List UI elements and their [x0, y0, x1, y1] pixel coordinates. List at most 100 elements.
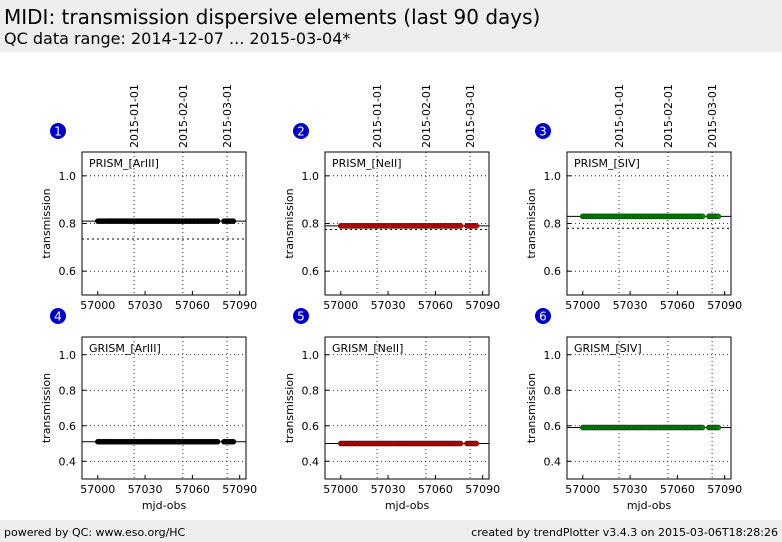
panel-number-text: 5: [297, 310, 305, 324]
panel-4: 0.4 0.6 0.8 1.0 57000 57030 57060 57090 GRISM_[A…: [40, 308, 257, 512]
footer-created-by: created by trendPlotter v3.4.3 on 2015-0…: [471, 526, 778, 539]
x-tick-label: 57060: [175, 299, 210, 312]
data-point: [230, 438, 237, 445]
x-tick-label: 57030: [128, 483, 163, 496]
data-point: [699, 424, 706, 431]
panel-label: PRISM_[SIV]: [574, 157, 640, 170]
y-axis-label: transmission: [525, 373, 538, 443]
y-tick-label: 1.0: [302, 349, 320, 362]
x-tick-label: 57030: [613, 299, 648, 312]
y-tick-label: 0.6: [302, 265, 320, 278]
x-tick-label: 57030: [128, 299, 163, 312]
y-axis-label: transmission: [283, 188, 296, 258]
data-point: [214, 438, 221, 445]
x-tick-label: 57030: [613, 483, 648, 496]
x-tick-label: 57060: [418, 299, 453, 312]
x-tick-label: 57090: [222, 299, 257, 312]
x-tick-label: 57090: [707, 483, 742, 496]
panel-number-text: 4: [54, 310, 62, 324]
y-tick-label: 0.4: [59, 455, 77, 468]
y-tick-label: 1.0: [302, 170, 320, 183]
x-tick-label: 57000: [565, 483, 600, 496]
data-point: [214, 218, 221, 224]
y-tick-label: 0.8: [544, 384, 562, 397]
panel-number-text: 2: [297, 125, 305, 139]
plot-frame: [324, 336, 490, 480]
y-tick-label: 1.0: [544, 170, 562, 183]
panel-label: GRISM_[NeII]: [332, 342, 403, 355]
panel-label: PRISM_[ArIII]: [89, 157, 159, 170]
top-date-label: 2015-03-01: [221, 84, 234, 148]
top-date-label: 2015-02-01: [420, 84, 433, 148]
data-point: [715, 424, 722, 431]
x-tick-label: 57060: [418, 483, 453, 496]
panel-number-badge: [535, 123, 551, 139]
data-point: [230, 218, 237, 224]
panel-number-text: 1: [54, 125, 62, 139]
y-tick-label: 0.8: [59, 384, 77, 397]
panel-number-text: 3: [539, 125, 547, 139]
panel-5: 0.4 0.6 0.8 1.0 57000 57030 57060 57090 GRISM_[N…: [283, 308, 500, 512]
panel-number-text: 6: [539, 310, 547, 324]
plot-frame: [81, 336, 247, 480]
top-date-label: 2015-01-01: [613, 84, 626, 148]
x-tick-label: 57000: [80, 483, 115, 496]
y-axis-label: transmission: [525, 188, 538, 258]
y-tick-label: 0.6: [302, 420, 320, 433]
top-date-label: 2015-02-01: [177, 84, 190, 148]
x-axis-label: mjd-obs: [142, 499, 187, 512]
panel-1: 0.6 0.8 1.0 57000 57030 57060 57090 2015-01-01 2…: [40, 84, 257, 312]
y-tick-label: 0.6: [544, 420, 562, 433]
data-point: [473, 223, 480, 229]
footer-powered-by: powered by QC: www.eso.org/HC: [4, 526, 186, 539]
panel-label: GRISM_[ArIII]: [89, 342, 161, 355]
panel-number-badge: [50, 123, 66, 139]
data-point: [457, 223, 464, 229]
y-tick-label: 0.8: [544, 218, 562, 231]
panel-number-badge: [50, 308, 66, 324]
y-axis-label: transmission: [40, 373, 53, 443]
data-point: [699, 213, 706, 220]
y-tick-label: 0.8: [302, 384, 320, 397]
y-tick-label: 0.8: [59, 218, 77, 231]
x-tick-label: 57030: [371, 483, 406, 496]
header-bar: MIDI: transmission dispersive elements (…: [0, 0, 782, 52]
x-tick-label: 57060: [175, 483, 210, 496]
panel-number-badge: [293, 123, 309, 139]
panel-2: 0.6 0.8 1.0 57000 57030 57060 57090 2015-01-01 2…: [283, 84, 500, 312]
panel-number-badge: [535, 308, 551, 324]
x-tick-label: 57090: [222, 483, 257, 496]
x-tick-label: 57090: [465, 299, 500, 312]
y-axis-label: transmission: [40, 188, 53, 258]
y-tick-label: 0.6: [59, 420, 77, 433]
page-subtitle: QC data range: 2014-12-07 ... 2015-03-04…: [4, 29, 351, 48]
top-date-label: 2015-03-01: [706, 84, 719, 148]
y-axis-label: transmission: [283, 373, 296, 443]
x-tick-label: 57030: [371, 299, 406, 312]
x-tick-label: 57000: [323, 299, 358, 312]
y-tick-label: 1.0: [544, 349, 562, 362]
x-tick-label: 57060: [660, 299, 695, 312]
x-tick-label: 57090: [707, 299, 742, 312]
panel-3: 0.6 0.8 1.0 57000 57030 57060 57090 2015-01-01 2…: [525, 84, 742, 312]
plot-frame: [566, 336, 732, 480]
y-tick-label: 0.6: [59, 265, 77, 278]
panel-6: 0.4 0.6 0.8 1.0 57000 57030 57060 57090 GRISM_[S…: [525, 308, 742, 512]
panel-label: PRISM_[NeII]: [332, 157, 402, 170]
y-tick-label: 1.0: [59, 349, 77, 362]
panel-number-badge: [293, 308, 309, 324]
y-tick-label: 0.4: [302, 455, 320, 468]
data-point: [473, 440, 480, 447]
top-date-label: 2015-03-01: [464, 84, 477, 148]
x-tick-label: 57000: [80, 299, 115, 312]
x-tick-label: 57090: [465, 483, 500, 496]
top-date-label: 2015-01-01: [128, 84, 141, 148]
x-axis-label: mjd-obs: [627, 499, 672, 512]
x-tick-label: 57000: [565, 299, 600, 312]
data-point: [457, 440, 464, 447]
footer-bar: powered by QC: www.eso.org/HC created by…: [0, 520, 782, 542]
x-axis-label: mjd-obs: [385, 499, 430, 512]
y-tick-label: 0.4: [544, 455, 562, 468]
x-tick-label: 57060: [660, 483, 695, 496]
